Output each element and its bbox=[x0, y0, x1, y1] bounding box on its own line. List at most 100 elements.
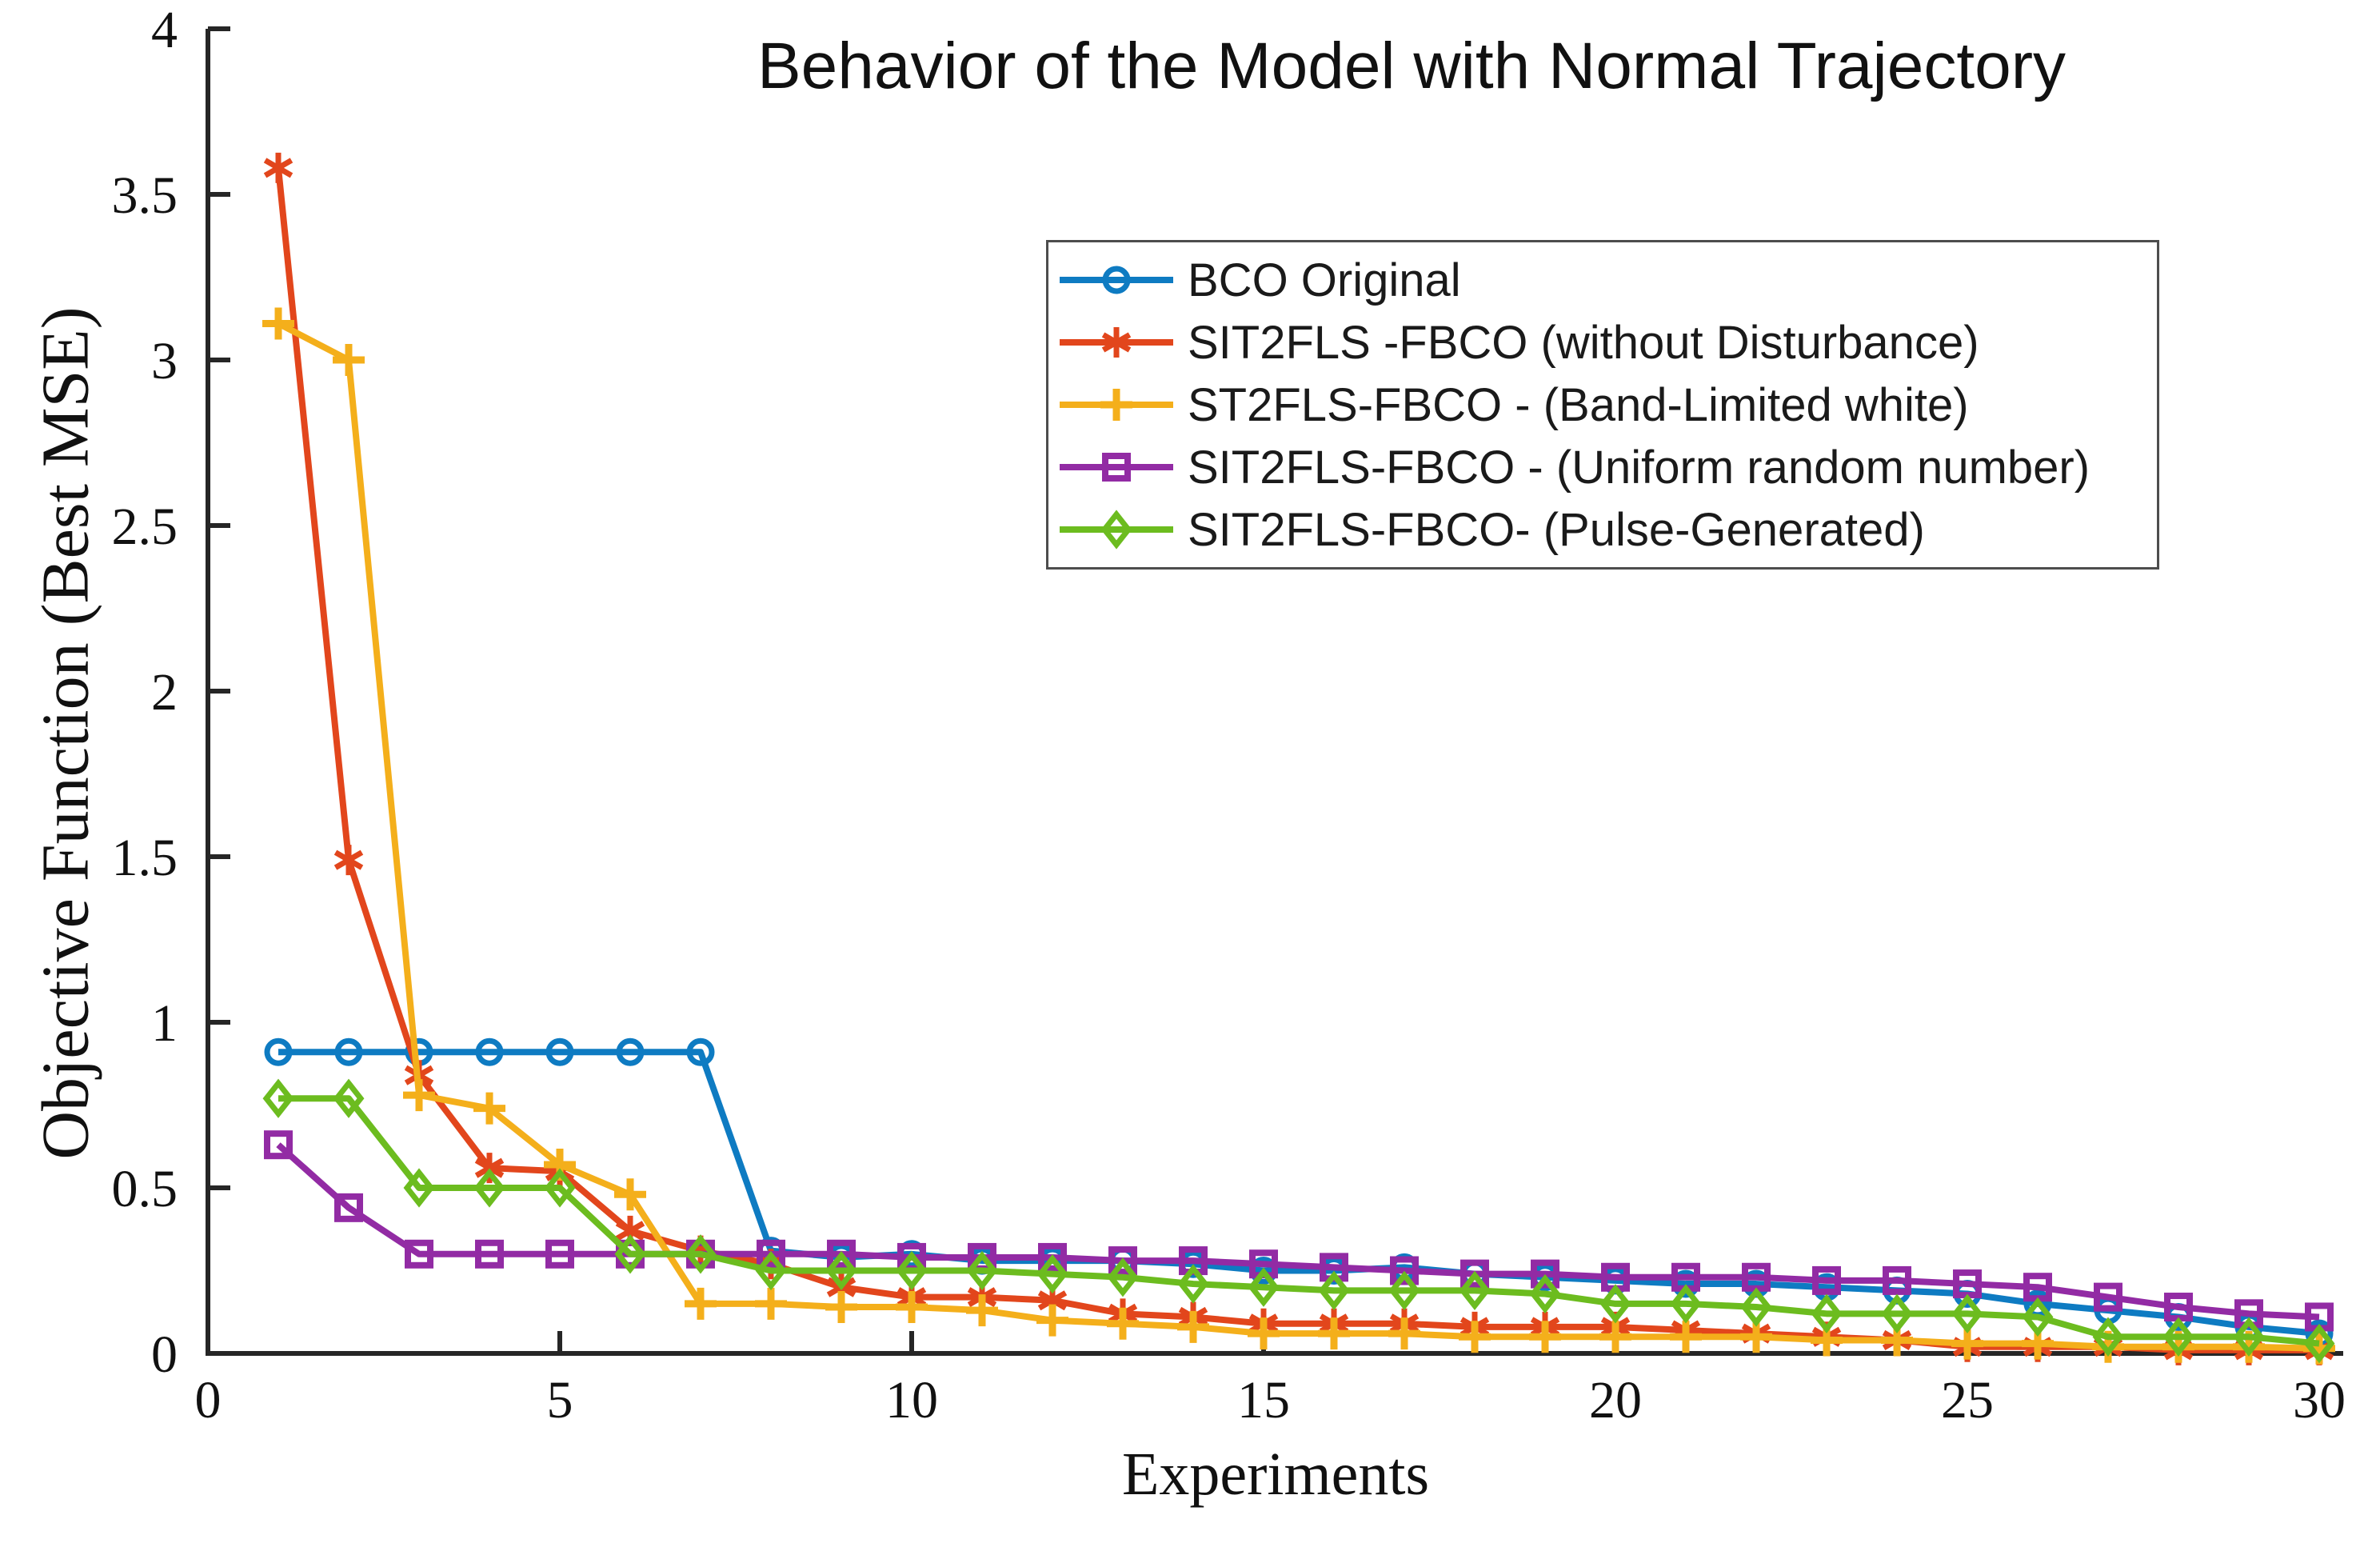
square-marker bbox=[827, 1239, 856, 1269]
plus-marker bbox=[262, 307, 294, 340]
legend-entry-label: SIT2FLS-FBCO- (Pulse-Generated) bbox=[1188, 503, 1925, 556]
diamond-marker bbox=[1951, 1293, 1983, 1333]
x-tick-label: 15 bbox=[1237, 1371, 1290, 1429]
legend-line-sample bbox=[1060, 389, 1173, 421]
legend-entry: BCO Original bbox=[1056, 250, 2149, 310]
series-line bbox=[278, 1095, 2320, 1347]
diamond-marker bbox=[2022, 1297, 2054, 1337]
legend-entry-label: ST2FLS-FBCO - (Band-Limited white) bbox=[1188, 378, 1969, 431]
plus-marker bbox=[1529, 1321, 1561, 1353]
legend: BCO Original SIT2FLS -FBCO (without Dist… bbox=[1046, 240, 2159, 570]
diamond-marker bbox=[2162, 1317, 2194, 1357]
diamond-marker bbox=[1599, 1284, 1631, 1324]
plus-marker bbox=[1670, 1321, 1702, 1353]
y-tick-label: 0.5 bbox=[112, 1160, 178, 1218]
diamond-marker bbox=[1881, 1293, 1913, 1333]
square-marker bbox=[1108, 1246, 1137, 1276]
legend-entry: SIT2FLS-FBCO- (Pulse-Generated) bbox=[1056, 499, 2149, 560]
diamond-marker bbox=[1388, 1270, 1420, 1310]
diamond-marker bbox=[614, 1234, 646, 1274]
diamond-marker bbox=[1107, 1257, 1139, 1297]
diamond-marker bbox=[685, 1234, 717, 1274]
y-tick-label: 3 bbox=[151, 332, 178, 390]
y-tick-label: 0 bbox=[151, 1325, 178, 1384]
chart-title: Behavior of the Model with Normal Trajec… bbox=[757, 30, 2067, 102]
y-tick-label: 4 bbox=[151, 1, 178, 59]
diamond-marker bbox=[1318, 1270, 1350, 1310]
legend-entry-label: SIT2FLS -FBCO (without Disturbance) bbox=[1188, 316, 1979, 369]
plus-marker bbox=[1107, 1307, 1139, 1340]
square-marker bbox=[1460, 1259, 1489, 1289]
diamond-marker bbox=[403, 1168, 435, 1208]
y-tick-label: 2.5 bbox=[112, 498, 178, 556]
diamond-marker bbox=[2092, 1317, 2124, 1357]
legend-line-sample bbox=[1060, 453, 1173, 482]
diamond-marker bbox=[333, 1078, 365, 1118]
diamond-marker bbox=[1100, 510, 1132, 550]
x-tick-label: 5 bbox=[547, 1371, 573, 1429]
diamond-marker bbox=[1529, 1273, 1561, 1314]
x-tick-label: 10 bbox=[885, 1371, 938, 1429]
diamond-marker bbox=[825, 1250, 857, 1291]
square-marker bbox=[1390, 1256, 1419, 1285]
circle-marker bbox=[545, 1037, 574, 1066]
diamond-marker bbox=[896, 1250, 928, 1291]
diamond-marker bbox=[544, 1168, 576, 1208]
legend-entry-label: BCO Original bbox=[1188, 254, 1461, 306]
plus-marker bbox=[1248, 1317, 1280, 1350]
square-marker bbox=[757, 1239, 785, 1269]
square-marker bbox=[264, 1130, 293, 1160]
circle-marker bbox=[334, 1037, 363, 1066]
square-marker bbox=[545, 1239, 574, 1269]
plus-marker bbox=[685, 1287, 717, 1320]
diamond-marker bbox=[473, 1168, 505, 1208]
legend-line-sample bbox=[1060, 327, 1173, 358]
diamond-marker bbox=[1459, 1270, 1491, 1310]
circle-marker bbox=[686, 1037, 715, 1066]
asterisk-marker bbox=[333, 845, 364, 876]
plus-marker bbox=[403, 1079, 435, 1112]
series-diamond bbox=[262, 1078, 2335, 1364]
diamond-marker bbox=[1811, 1293, 1843, 1333]
y-tick-label: 2 bbox=[151, 663, 178, 722]
square-marker bbox=[2094, 1282, 2122, 1312]
square-marker bbox=[475, 1239, 504, 1269]
asterisk-marker bbox=[1101, 327, 1132, 358]
plus-marker bbox=[1036, 1304, 1068, 1337]
diamond-marker bbox=[1036, 1253, 1068, 1294]
plus-marker bbox=[1599, 1321, 1631, 1353]
series-circle bbox=[264, 1037, 2334, 1348]
x-tick-label: 25 bbox=[1941, 1371, 1994, 1429]
legend-entry: SIT2FLS-FBCO - (Uniform random number) bbox=[1056, 437, 2149, 498]
y-tick-label: 1 bbox=[151, 994, 178, 1053]
asterisk-marker bbox=[263, 152, 294, 183]
diamond-marker bbox=[1740, 1287, 1772, 1327]
plus-marker bbox=[614, 1178, 646, 1211]
x-tick-label: 0 bbox=[195, 1371, 222, 1429]
diamond-marker bbox=[2303, 1323, 2335, 1364]
legend-entry-label: SIT2FLS-FBCO - (Uniform random number) bbox=[1188, 441, 2090, 494]
series-plus bbox=[262, 307, 2335, 1365]
plus-marker bbox=[896, 1291, 928, 1324]
square-marker bbox=[1812, 1265, 1841, 1295]
legend-entry: SIT2FLS -FBCO (without Disturbance) bbox=[1056, 312, 2149, 373]
circle-marker bbox=[264, 1037, 293, 1066]
legend-line-sample bbox=[1060, 510, 1173, 550]
diamond-marker bbox=[755, 1250, 787, 1291]
square-marker bbox=[405, 1239, 433, 1269]
y-tick-label: 3.5 bbox=[112, 166, 178, 225]
diamond-marker bbox=[966, 1250, 998, 1291]
plus-marker bbox=[1100, 389, 1132, 421]
plus-marker bbox=[333, 344, 365, 376]
asterisk-marker bbox=[474, 1153, 505, 1184]
plus-marker bbox=[825, 1291, 857, 1324]
axis-lines bbox=[206, 29, 2343, 1356]
square-marker bbox=[334, 1193, 363, 1222]
plus-marker bbox=[1318, 1317, 1350, 1350]
circle-marker bbox=[475, 1037, 504, 1066]
square-marker bbox=[1038, 1242, 1067, 1272]
x-tick-label: 20 bbox=[1589, 1371, 1642, 1429]
square-marker bbox=[1102, 453, 1131, 482]
